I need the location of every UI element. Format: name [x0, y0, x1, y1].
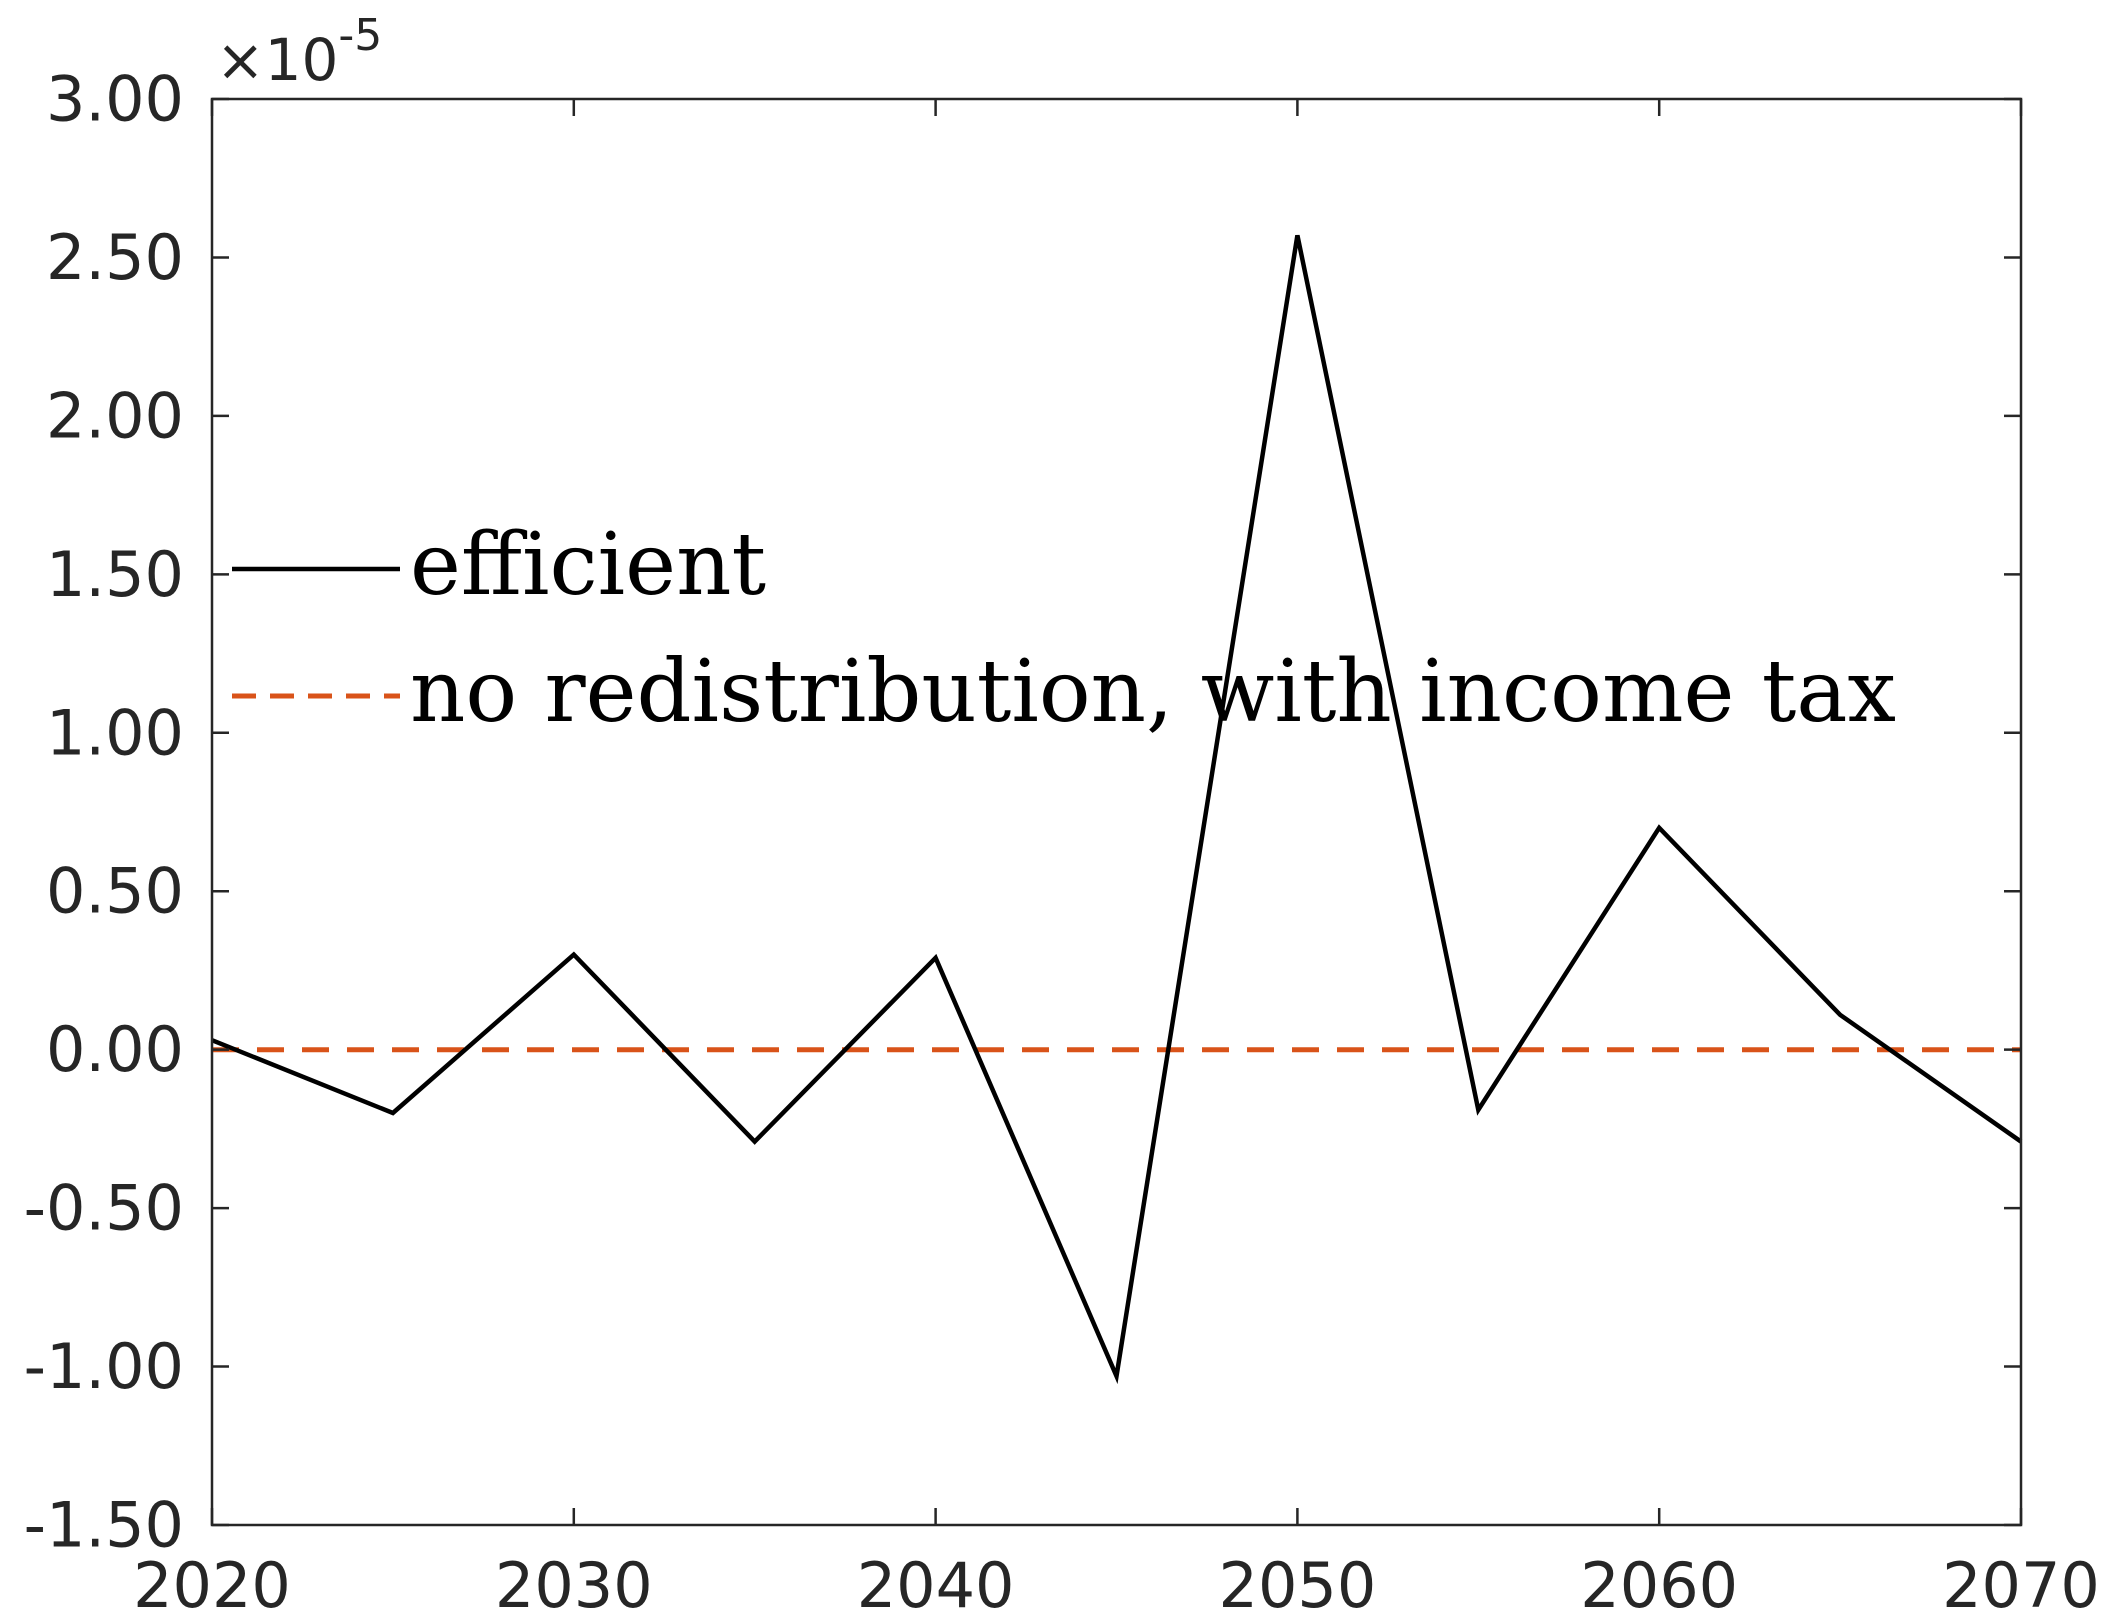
x-tick-label: 2060 — [1580, 1549, 1738, 1622]
legend-label: no redistribution, with income tax — [410, 642, 1896, 742]
y-tick-label: -0.50 — [24, 1172, 184, 1245]
plot-frame — [210, 97, 2023, 1527]
y-axis-exponent: ×10-5 — [216, 10, 382, 94]
x-axis-tick-labels: 2020 2030 2040 2050 2060 2070 — [133, 1549, 2100, 1622]
x-tick-label: 2050 — [1219, 1549, 1377, 1622]
y-tick-label: 1.50 — [46, 538, 184, 611]
x-tick-label: 2030 — [495, 1549, 653, 1622]
x-tick-label: 2070 — [1942, 1549, 2100, 1622]
plot-lines — [211, 234, 2023, 1385]
y-tick-label: 1.00 — [46, 696, 184, 769]
y-tick-label: 0.00 — [46, 1013, 184, 1086]
y-axis-tick-labels: 3.00 2.50 2.00 1.50 1.00 0.50 0.00 -0.50 -1.00 -1… — [24, 63, 184, 1562]
x-tick-label: 2020 — [133, 1549, 291, 1622]
y-tick-label: 2.50 — [46, 221, 184, 294]
y-tick-label: 2.00 — [46, 379, 184, 452]
legend: efficient no redistribution, with income … — [232, 515, 1896, 742]
y-tick-label: 3.00 — [46, 63, 184, 136]
series-line — [211, 234, 2023, 1385]
x-tick-label: 2040 — [857, 1549, 1015, 1622]
legend-label: efficient — [410, 515, 766, 615]
y-tick-label: 0.50 — [46, 855, 184, 928]
y-tick-label: -1.50 — [24, 1489, 184, 1562]
axis-ticks — [210, 97, 2023, 1527]
y-tick-label: -1.00 — [24, 1330, 184, 1403]
